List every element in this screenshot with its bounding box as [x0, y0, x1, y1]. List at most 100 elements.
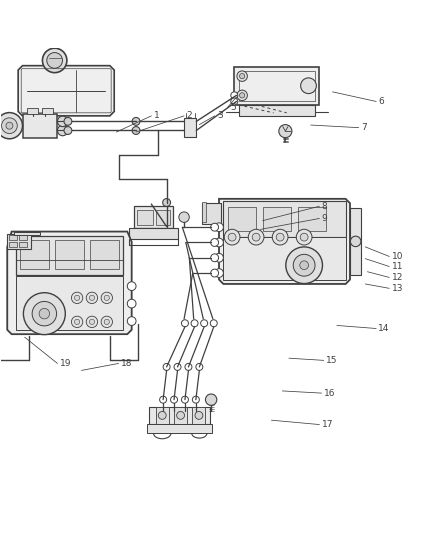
- Circle shape: [272, 229, 288, 245]
- Circle shape: [211, 254, 219, 262]
- Circle shape: [279, 125, 292, 138]
- Circle shape: [64, 126, 72, 134]
- Polygon shape: [18, 66, 114, 116]
- Circle shape: [6, 122, 13, 129]
- Circle shape: [211, 239, 219, 246]
- Circle shape: [240, 93, 245, 98]
- Bar: [192, 407, 205, 424]
- Circle shape: [240, 74, 245, 79]
- Bar: [239, 105, 315, 116]
- Polygon shape: [22, 114, 57, 138]
- Circle shape: [32, 302, 57, 326]
- Text: 11: 11: [392, 262, 403, 271]
- Circle shape: [89, 295, 95, 301]
- Circle shape: [64, 117, 72, 125]
- Circle shape: [101, 292, 113, 303]
- Bar: [149, 407, 210, 424]
- Circle shape: [215, 238, 223, 247]
- Circle shape: [237, 90, 247, 101]
- Circle shape: [177, 411, 184, 419]
- Circle shape: [71, 292, 83, 303]
- Text: 14: 14: [378, 324, 390, 333]
- Text: 7: 7: [361, 123, 367, 132]
- Circle shape: [162, 199, 170, 206]
- Circle shape: [300, 261, 308, 270]
- Circle shape: [163, 364, 170, 370]
- Circle shape: [192, 396, 199, 403]
- Bar: [10, 235, 17, 240]
- Circle shape: [71, 316, 83, 328]
- Circle shape: [205, 394, 217, 405]
- Circle shape: [293, 254, 315, 276]
- Circle shape: [296, 229, 312, 245]
- Bar: [14, 231, 40, 235]
- Circle shape: [196, 364, 203, 370]
- Circle shape: [210, 320, 217, 327]
- Circle shape: [286, 247, 322, 284]
- Bar: [90, 240, 119, 269]
- Polygon shape: [219, 199, 350, 284]
- Bar: [223, 237, 346, 280]
- Bar: [228, 207, 256, 231]
- Bar: [147, 424, 212, 433]
- Circle shape: [42, 48, 67, 72]
- Bar: [138, 210, 152, 224]
- Bar: [201, 203, 221, 224]
- Circle shape: [132, 117, 140, 125]
- Bar: [297, 207, 326, 231]
- Circle shape: [211, 223, 219, 231]
- Bar: [16, 277, 123, 330]
- Bar: [10, 241, 17, 247]
- Circle shape: [237, 71, 247, 82]
- Text: 3: 3: [217, 111, 223, 120]
- Circle shape: [179, 212, 189, 222]
- Bar: [134, 206, 173, 228]
- Bar: [263, 207, 291, 231]
- Circle shape: [350, 236, 361, 247]
- Circle shape: [211, 269, 219, 277]
- Bar: [155, 407, 169, 424]
- Text: 9: 9: [321, 214, 327, 223]
- Circle shape: [231, 92, 238, 99]
- Circle shape: [224, 229, 240, 245]
- Text: 6: 6: [378, 97, 384, 106]
- Bar: [201, 202, 206, 222]
- Bar: [350, 207, 361, 275]
- Circle shape: [74, 295, 80, 301]
- Bar: [27, 108, 38, 114]
- Circle shape: [252, 233, 260, 241]
- Circle shape: [185, 364, 192, 370]
- Circle shape: [158, 411, 166, 419]
- Bar: [7, 233, 31, 249]
- Bar: [19, 235, 27, 240]
- Circle shape: [191, 320, 198, 327]
- Text: 8: 8: [321, 202, 327, 211]
- Text: 18: 18: [121, 359, 132, 368]
- Bar: [20, 240, 49, 269]
- Text: 2: 2: [186, 111, 192, 120]
- Circle shape: [127, 299, 136, 308]
- Text: 12: 12: [392, 273, 403, 282]
- Text: 15: 15: [326, 356, 337, 365]
- Bar: [184, 118, 196, 137]
- Circle shape: [39, 309, 49, 319]
- Bar: [155, 210, 170, 224]
- Text: 1: 1: [153, 111, 159, 120]
- Circle shape: [132, 126, 140, 134]
- Circle shape: [215, 253, 223, 262]
- Text: 10: 10: [392, 252, 403, 261]
- Bar: [130, 228, 177, 239]
- Circle shape: [127, 282, 136, 290]
- Circle shape: [159, 396, 166, 403]
- Circle shape: [127, 317, 136, 326]
- Circle shape: [89, 319, 95, 325]
- Circle shape: [23, 293, 65, 335]
- Circle shape: [215, 223, 223, 231]
- Text: 16: 16: [324, 389, 335, 398]
- Text: 5: 5: [230, 103, 236, 111]
- Circle shape: [228, 233, 236, 241]
- Circle shape: [276, 233, 284, 241]
- Circle shape: [300, 78, 316, 94]
- Text: 13: 13: [392, 284, 403, 293]
- Text: 17: 17: [321, 420, 333, 429]
